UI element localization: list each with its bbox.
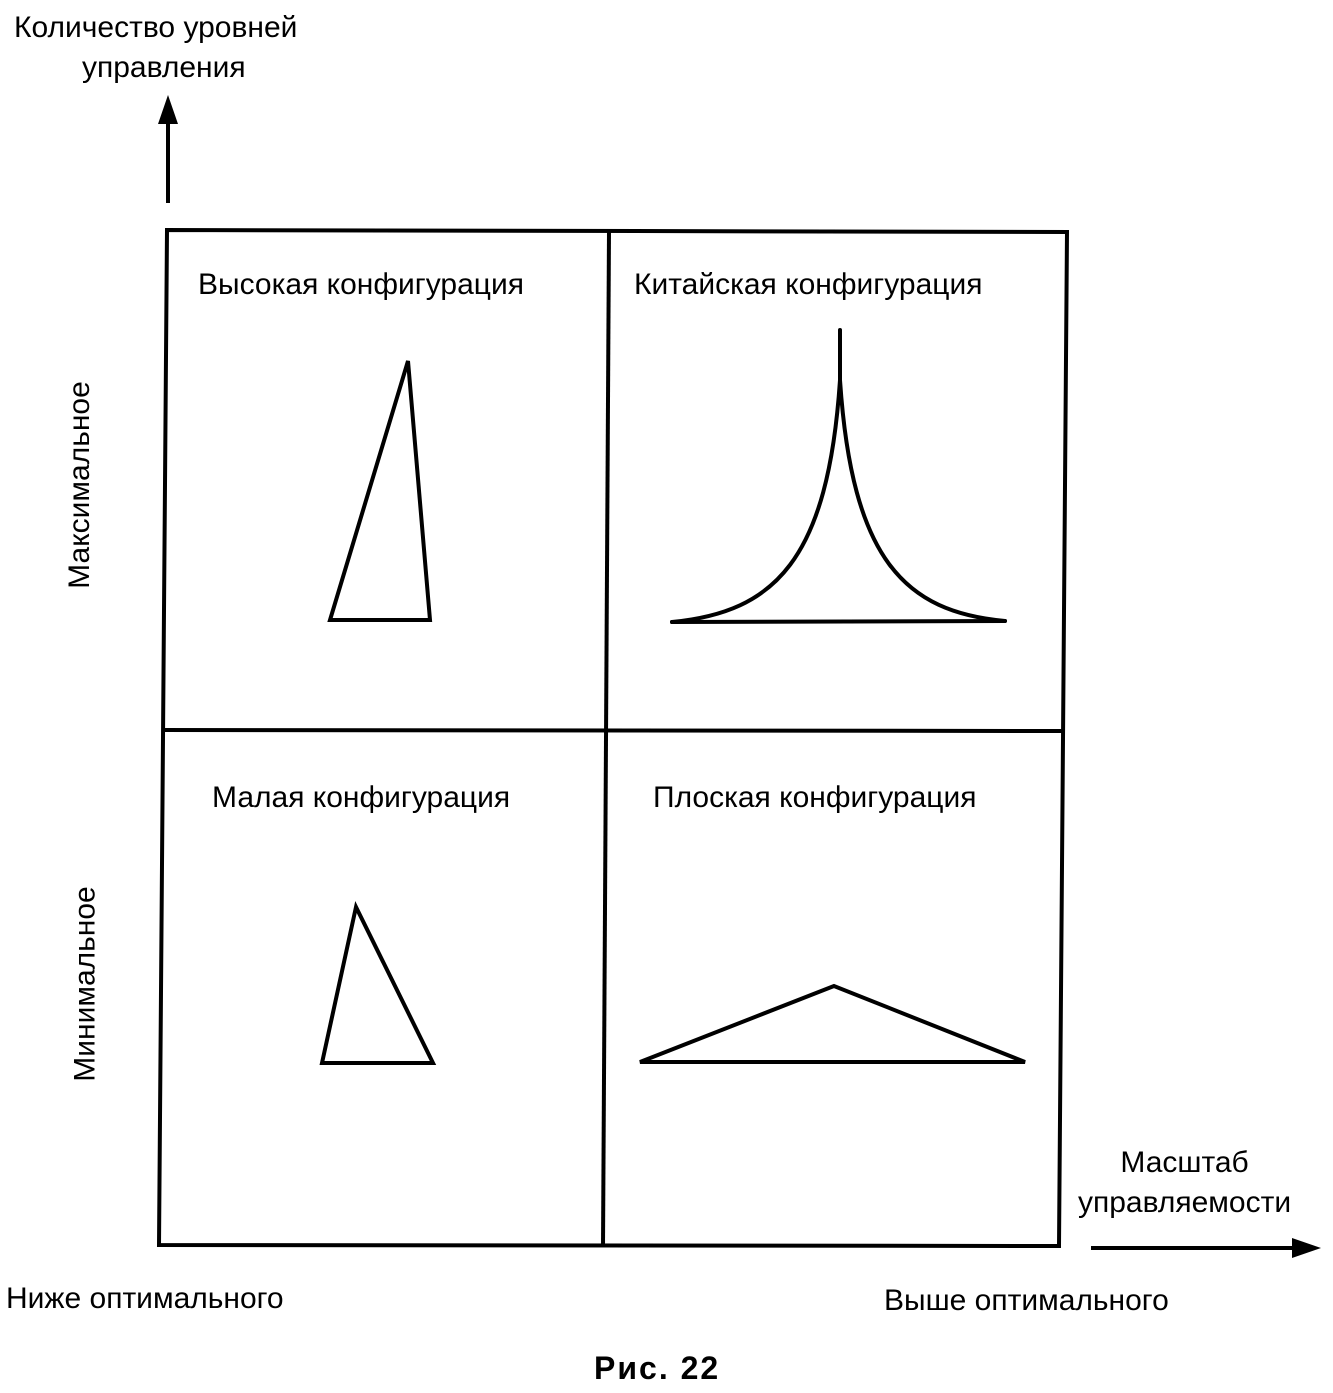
x-axis-title: Масштаб управляемости	[1078, 1143, 1291, 1223]
quadrant-title-tall: Высокая конфигурация	[198, 268, 524, 301]
x-label-below-optimal: Ниже оптимального	[6, 1282, 284, 1315]
figure-caption: Рис. 22	[594, 1350, 721, 1386]
x-label-above-optimal: Выше оптимального	[884, 1284, 1169, 1317]
quadrant-title-small: Малая конфигурация	[212, 781, 511, 814]
matrix-horizontal-divider	[163, 728, 1064, 733]
quadrant-title-flat: Плоская конфигурация	[653, 781, 977, 814]
y-axis-title-line2: управления	[82, 51, 246, 84]
y-axis-arrow	[158, 95, 178, 203]
matrix-grid	[156, 227, 1070, 1249]
tall-configuration-shape	[327, 360, 433, 622]
matrix-frame	[156, 227, 1070, 1249]
x-axis-arrow	[1091, 1238, 1321, 1258]
x-axis-title-line1: Масштаб	[1120, 1146, 1249, 1179]
x-axis-title-line2: управляемости	[1078, 1186, 1292, 1219]
small-configuration-shape	[319, 900, 437, 1065]
chinese-configuration-shape	[670, 328, 1007, 624]
y-axis-title-line1: Количество уровней	[14, 11, 298, 44]
flat-configuration-shape	[639, 983, 1026, 1064]
quadrant-title-chinese: Китайская конфигурация	[634, 268, 983, 301]
matrix-vertical-divider	[601, 230, 611, 1247]
y-axis-title: Количество уровней управления	[14, 8, 297, 88]
